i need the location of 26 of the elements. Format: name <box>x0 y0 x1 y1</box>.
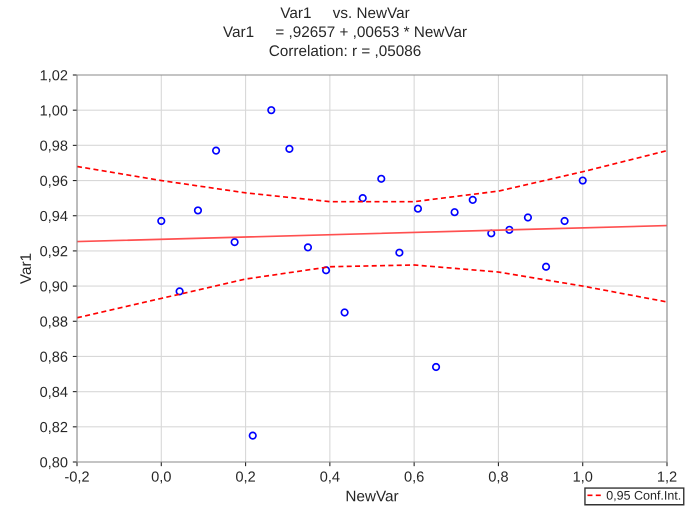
x-tick-label: 1,2 <box>658 471 676 484</box>
y-tick-label: 0,98 <box>40 140 68 153</box>
x-tick-label: 0,6 <box>404 471 424 484</box>
x-tick-label: 0,0 <box>152 471 171 484</box>
chart-subtitle: Var1 = ,92657 + ,00653 * NewVar <box>223 26 467 39</box>
y-tick-label: 0,86 <box>40 352 68 364</box>
legend-label: 0,95 Conf.Int. <box>606 490 680 502</box>
y-tick-label: 1,00 <box>40 105 68 118</box>
y-axis-title: Var1 <box>20 254 32 284</box>
y-tick-label: 0,82 <box>40 422 68 434</box>
x-tick-label: 0,4 <box>320 471 340 484</box>
y-tick-label: 0,88 <box>40 316 68 328</box>
x-axis-title: NewVar <box>346 490 398 502</box>
chart-title: Var1 vs. NewVar <box>280 7 410 18</box>
x-tick-label: 0,8 <box>488 471 508 484</box>
y-tick-label: 1,02 <box>40 70 68 82</box>
x-tick-label: 0,2 <box>236 471 255 484</box>
y-tick-label: 0,80 <box>40 457 68 470</box>
y-tick-label: 0,96 <box>40 176 68 188</box>
y-tick-label: 0,92 <box>40 246 68 258</box>
y-tick-label: 0,84 <box>40 386 68 399</box>
text: Correlation: r = ,05086 <box>270 44 421 58</box>
x-tick-label: 1,0 <box>574 471 592 484</box>
x-tick-label: -0,2 <box>65 471 89 484</box>
y-tick-label: 0,90 <box>40 281 68 294</box>
y-tick-label: 0,94 <box>40 210 68 223</box>
